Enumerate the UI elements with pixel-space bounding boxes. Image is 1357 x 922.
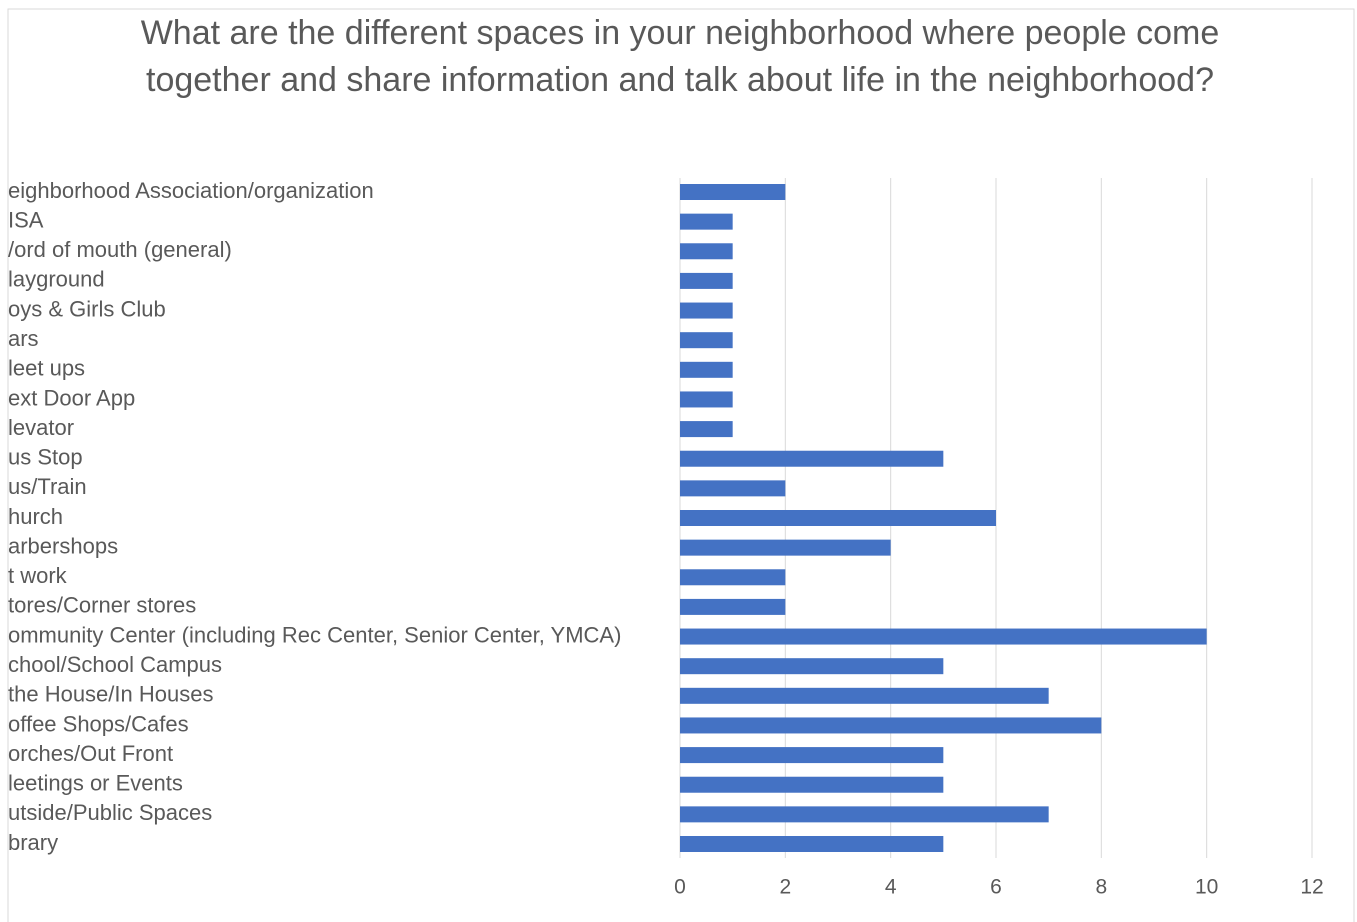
bar [680, 421, 733, 438]
y-tick-label: hurch [8, 504, 63, 529]
bar [680, 539, 891, 556]
y-tick-label: leetings or Events [8, 771, 183, 796]
bar [680, 272, 733, 289]
y-tick-label: chool/School Campus [8, 652, 222, 677]
x-tick-label: 6 [990, 876, 1002, 899]
bar [680, 332, 733, 349]
bar [680, 243, 733, 260]
x-tick-label: 10 [1195, 876, 1218, 899]
x-tick-label: 2 [779, 876, 791, 899]
y-tick-label: utside/Public Spaces [8, 800, 212, 825]
y-tick-label: arbershops [8, 533, 118, 558]
chart-title: What are the different spaces in your ne… [140, 14, 1220, 99]
bar [680, 836, 944, 852]
bar [680, 302, 733, 319]
bar [680, 213, 733, 230]
y-tick-label: us/Train [8, 474, 87, 499]
y-tick-label: ext Door App [8, 385, 135, 410]
x-tick-label: 8 [1095, 876, 1107, 899]
y-tick-label: layground [8, 267, 105, 292]
y-tick-label: ars [8, 326, 39, 351]
bar [680, 361, 733, 378]
bar [680, 569, 786, 586]
y-tick-label: oys & Girls Club [8, 296, 166, 321]
y-tick-label: tores/Corner stores [8, 593, 196, 618]
y-tick-label: /ord of mouth (general) [8, 237, 232, 262]
x-tick-label: 12 [1300, 876, 1323, 899]
y-tick-label: levator [8, 415, 74, 440]
y-tick-label: brary [8, 830, 58, 855]
y-tick-label: the House/In Houses [8, 682, 213, 707]
x-tick-label: 4 [885, 876, 897, 899]
bar [680, 687, 1049, 704]
y-tick-label: eighborhood Association/organization [8, 178, 374, 203]
bar [680, 510, 996, 526]
bar [680, 628, 1207, 645]
y-tick-label: ommunity Center (including Rec Center, S… [8, 622, 621, 647]
bar [680, 747, 944, 764]
x-tick-label: 0 [674, 876, 686, 899]
bar [680, 450, 944, 467]
bar [680, 717, 1102, 734]
y-tick-label: leet ups [8, 356, 85, 381]
y-tick-label: ISA [8, 207, 44, 232]
bar [680, 598, 786, 615]
bar [680, 776, 944, 793]
y-tick-label: orches/Out Front [8, 741, 173, 766]
bar [680, 480, 786, 497]
bar [680, 184, 786, 200]
bar [680, 806, 1049, 823]
y-tick-label: us Stop [8, 445, 83, 470]
y-tick-label: offee Shops/Cafes [8, 711, 189, 736]
bar [680, 658, 944, 675]
y-tick-label: t work [8, 563, 68, 588]
bar [680, 391, 733, 408]
chart-border [7, 8, 1355, 922]
